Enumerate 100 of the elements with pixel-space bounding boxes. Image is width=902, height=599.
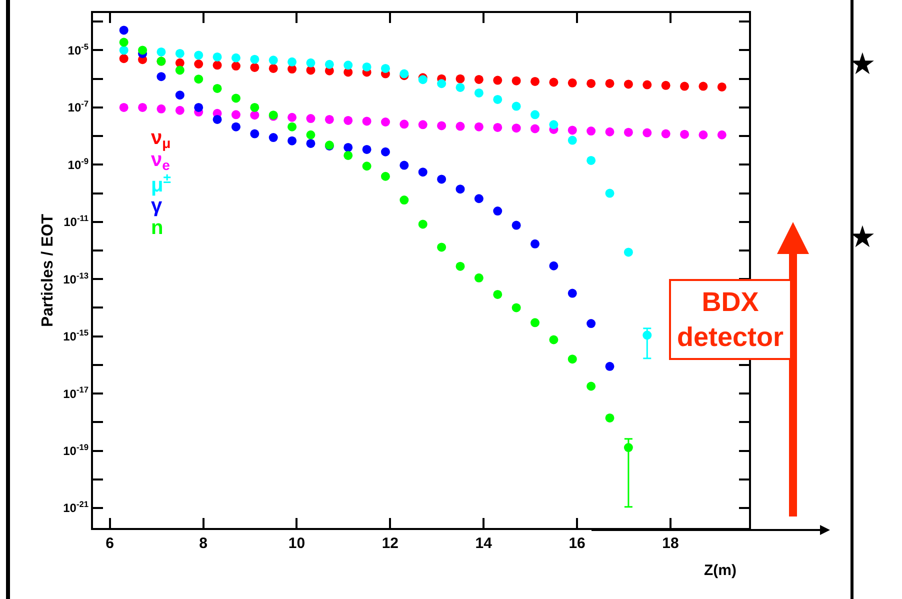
- point: [605, 188, 614, 198]
- point: [474, 122, 484, 132]
- point: [474, 88, 484, 98]
- point: [568, 126, 577, 135]
- point: [661, 80, 670, 90]
- point: [493, 206, 502, 216]
- point: [380, 118, 390, 126]
- point: [194, 102, 204, 112]
- point: [306, 130, 316, 140]
- point: [231, 110, 240, 120]
- point: [119, 46, 128, 55]
- point: [119, 102, 128, 112]
- point: [418, 220, 428, 229]
- point: [380, 64, 390, 73]
- point: [324, 114, 334, 124]
- point: [250, 129, 260, 138]
- point: [344, 150, 353, 160]
- point: [605, 127, 614, 136]
- point: [306, 58, 316, 68]
- point: [212, 114, 222, 124]
- point: [456, 184, 465, 194]
- point: [698, 130, 708, 140]
- point: [400, 120, 409, 129]
- y-tick-label: 10$^{-19}$: [63, 442, 89, 458]
- point: [437, 79, 446, 88]
- point: [642, 330, 652, 340]
- x-tick-label: 12: [382, 535, 399, 552]
- point: [175, 90, 184, 100]
- point: [512, 124, 521, 133]
- point: [194, 60, 204, 68]
- text: μ$^{±}$: [151, 170, 172, 196]
- annotation: BDX detector: [677, 287, 784, 352]
- point: [156, 72, 166, 82]
- point: [568, 78, 577, 88]
- point: [493, 94, 502, 104]
- point: [624, 80, 633, 89]
- point: [437, 174, 446, 184]
- point: [549, 120, 558, 130]
- point: [530, 239, 540, 248]
- point: [194, 50, 204, 60]
- x-tick-label: 14: [475, 535, 493, 552]
- point: [175, 106, 184, 115]
- point: [306, 138, 316, 148]
- point: [156, 47, 166, 56]
- point: [512, 76, 521, 86]
- point: [605, 413, 614, 422]
- point: [156, 104, 166, 114]
- point: [605, 362, 614, 371]
- point: [306, 114, 316, 124]
- point: [586, 78, 596, 88]
- point: [175, 48, 184, 58]
- point: [530, 76, 540, 86]
- point: [642, 128, 652, 138]
- point: [624, 128, 633, 137]
- point: [530, 124, 540, 134]
- point: [680, 130, 690, 139]
- y-tick-label: 10$^{-7}$: [68, 98, 89, 115]
- point: [268, 133, 278, 142]
- x-tick-label: 16: [568, 535, 586, 552]
- point: [119, 26, 128, 35]
- point: [456, 262, 465, 271]
- text: ν$_{μ}$: [151, 127, 171, 152]
- point: [212, 52, 222, 62]
- x-axis-title: Z(m): [704, 562, 736, 579]
- point: [474, 273, 484, 282]
- point: [380, 172, 390, 181]
- y-axis-title: Particles / EOT: [40, 214, 57, 327]
- y-tick-label: 10$^{-9}$: [68, 156, 89, 172]
- x-tick-label: 18: [662, 535, 679, 552]
- point: [288, 57, 297, 66]
- x-tick-label: 8: [199, 535, 208, 552]
- point: [530, 318, 540, 328]
- text: n: [151, 217, 164, 239]
- point: [680, 82, 690, 91]
- point: [437, 242, 446, 252]
- point: [586, 319, 596, 328]
- x-tick-label: 6: [106, 535, 114, 552]
- point: [175, 58, 184, 68]
- y-tick-label: 10$^{-5}$: [68, 41, 89, 58]
- point: [194, 74, 204, 84]
- point: [474, 74, 484, 84]
- point: [586, 156, 596, 165]
- point: [624, 443, 633, 452]
- y-tick-label: 10$^{-21}$: [63, 499, 89, 516]
- point: [231, 53, 240, 62]
- point: [512, 303, 521, 312]
- point: [624, 248, 633, 257]
- point: [324, 60, 334, 69]
- point: [250, 102, 260, 112]
- text: ★: [849, 220, 876, 255]
- y-tick-label: 10$^{-13}$: [63, 270, 89, 286]
- point: [493, 76, 502, 85]
- point: [549, 335, 558, 344]
- point: [400, 196, 409, 205]
- point: [362, 116, 372, 126]
- point: [288, 112, 297, 122]
- point: [231, 122, 240, 132]
- point: [717, 130, 726, 140]
- point: [493, 290, 502, 299]
- point: [250, 54, 260, 64]
